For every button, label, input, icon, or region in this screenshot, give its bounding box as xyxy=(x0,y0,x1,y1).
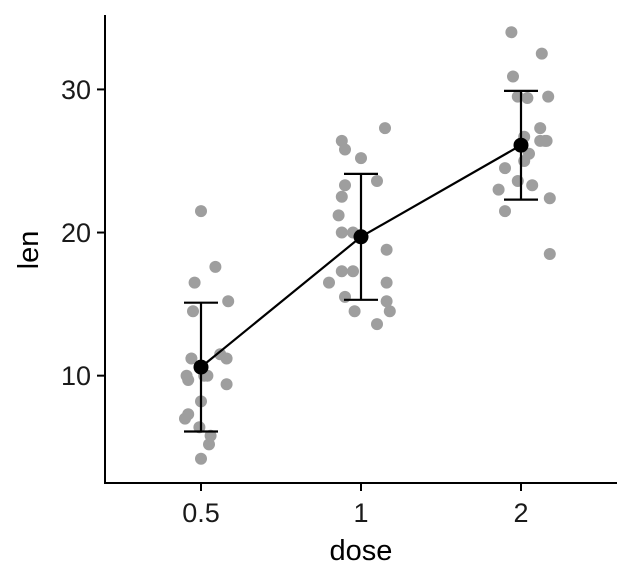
data-point xyxy=(492,183,505,196)
data-point xyxy=(380,295,393,308)
data-point xyxy=(526,179,539,192)
data-point xyxy=(195,452,207,465)
data-point xyxy=(521,92,534,104)
data-point xyxy=(209,260,222,273)
y-tick-label: 20 xyxy=(61,218,91,248)
data-point xyxy=(339,290,351,303)
x-axis-title: dose xyxy=(330,535,393,567)
y-ticks: 10 20 30 xyxy=(61,75,105,391)
mean-point xyxy=(353,229,369,245)
mean-points xyxy=(193,137,529,375)
data-point xyxy=(339,179,351,192)
data-point xyxy=(523,147,535,160)
data-point xyxy=(371,318,383,331)
error-bars xyxy=(184,89,538,433)
data-point xyxy=(220,378,233,391)
jitter-points xyxy=(179,26,556,465)
data-point xyxy=(380,276,393,289)
data-point xyxy=(222,295,235,308)
data-point xyxy=(379,122,391,135)
data-point xyxy=(535,47,548,60)
data-point xyxy=(507,70,519,83)
data-point xyxy=(543,248,556,260)
data-point xyxy=(347,265,359,278)
data-point xyxy=(187,305,199,318)
mean-point xyxy=(193,359,209,375)
data-point xyxy=(534,122,547,135)
data-point xyxy=(335,190,348,203)
x-tick-label: 2 xyxy=(513,498,528,528)
data-point xyxy=(188,276,201,289)
data-point xyxy=(371,175,383,187)
data-point xyxy=(204,429,217,442)
data-point xyxy=(543,192,556,205)
data-point xyxy=(193,421,206,434)
data-point xyxy=(499,162,511,175)
data-point xyxy=(332,209,345,222)
data-point xyxy=(185,352,198,365)
y-tick-label: 30 xyxy=(61,75,91,105)
data-point xyxy=(339,143,351,156)
data-point xyxy=(383,305,396,318)
x-tick-label: 1 xyxy=(353,498,368,528)
mean-point xyxy=(513,137,529,153)
y-tick-label: 10 xyxy=(61,361,91,391)
data-point xyxy=(323,276,335,289)
x-ticks: 0.5 1 2 xyxy=(182,483,529,528)
data-point xyxy=(335,265,348,278)
data-point xyxy=(335,226,348,239)
data-point xyxy=(542,90,555,103)
data-point xyxy=(380,243,393,256)
x-tick-label: 0.5 xyxy=(182,498,220,528)
data-point xyxy=(195,205,207,218)
data-point xyxy=(348,305,361,318)
data-point xyxy=(499,205,511,218)
data-point xyxy=(539,134,551,147)
data-point xyxy=(182,408,195,421)
data-point xyxy=(182,374,195,386)
data-point xyxy=(355,152,367,165)
y-axis-title: len xyxy=(13,231,45,270)
data-point xyxy=(220,352,233,365)
data-point xyxy=(505,26,518,39)
